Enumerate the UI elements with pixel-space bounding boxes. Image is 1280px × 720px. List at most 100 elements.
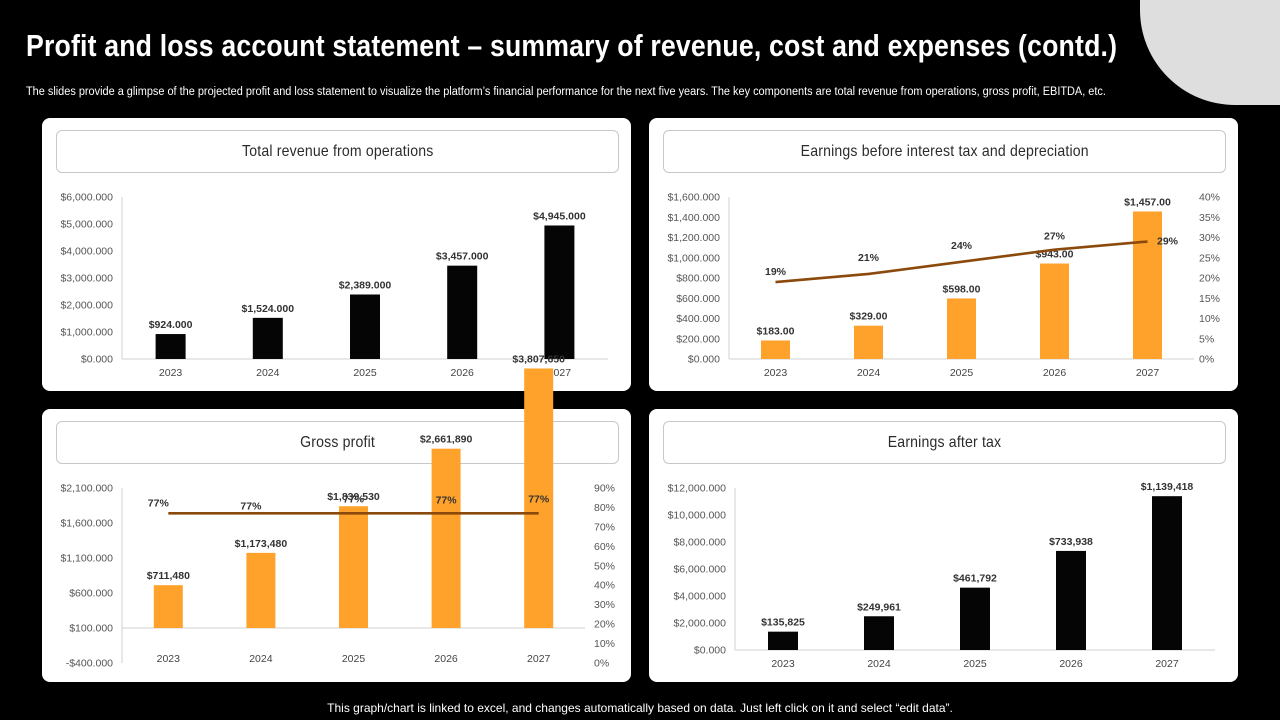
revenue-chart-panel[interactable]: Total revenue from operations $0.000 $1,0… bbox=[42, 118, 631, 391]
x-tick-label: 2026 bbox=[1043, 367, 1067, 379]
secondary-y-tick-label: 20% bbox=[594, 619, 615, 631]
ebitda-chart[interactable]: $0.000 $200.000 $400.000 $600.000 $800.000 $1… bbox=[649, 118, 1238, 391]
y-tick-label: $1,400.000 bbox=[667, 212, 720, 224]
bar-value-label: $1,457.00 bbox=[1124, 196, 1171, 208]
x-tick-label: 2025 bbox=[353, 367, 377, 379]
bar-value-label: $598.00 bbox=[943, 283, 981, 295]
x-tick-label: 2027 bbox=[548, 367, 572, 379]
line-value-label: 77% bbox=[436, 494, 458, 506]
bar-value-label: $943.00 bbox=[1036, 249, 1074, 261]
x-tick-label: 2026 bbox=[434, 653, 458, 665]
y-tick-label: $100.000 bbox=[69, 623, 113, 635]
page-subtitle: The slides provide a glimpse of the proj… bbox=[26, 86, 1106, 98]
gross-profit-chart[interactable]: -$400.000 $100.000 $600.000 $1,100.000 $1,60… bbox=[42, 353, 631, 682]
y-tick-label: $800.000 bbox=[676, 273, 720, 285]
bar bbox=[960, 587, 990, 650]
y-tick-label: $1,000.000 bbox=[60, 327, 113, 339]
y-tick-label: $2,100.000 bbox=[60, 483, 113, 495]
bar-value-label: $135,825 bbox=[761, 617, 805, 629]
y-tick-label: $2,000.000 bbox=[60, 300, 113, 312]
secondary-y-tick-label: 10% bbox=[1199, 313, 1220, 325]
x-tick-label: 2024 bbox=[256, 367, 280, 379]
y-tick-label: $4,000.000 bbox=[60, 246, 113, 258]
bar-value-label: $2,661,890 bbox=[420, 434, 473, 446]
bar bbox=[524, 368, 554, 628]
bar-value-label: $3,457.000 bbox=[436, 251, 489, 263]
secondary-y-tick-label: 10% bbox=[594, 638, 615, 650]
bar bbox=[1133, 211, 1162, 359]
line-value-label: 77% bbox=[148, 497, 170, 509]
x-tick-label: 2024 bbox=[249, 653, 273, 665]
bar-value-label: $461,792 bbox=[953, 573, 997, 585]
x-tick-label: 2025 bbox=[950, 367, 974, 379]
secondary-y-tick-label: 0% bbox=[1199, 354, 1214, 366]
line-value-label: 27% bbox=[1044, 231, 1066, 243]
bar-value-label: $711,480 bbox=[147, 570, 190, 582]
y-tick-label: $1,200.000 bbox=[667, 232, 720, 244]
y-tick-label: $10,000.000 bbox=[668, 510, 727, 522]
y-tick-label: $0.000 bbox=[81, 354, 113, 366]
bar-value-label: $733,938 bbox=[1049, 536, 1093, 548]
y-tick-label: $6,000.000 bbox=[673, 564, 726, 576]
x-tick-label: 2025 bbox=[342, 653, 366, 665]
x-tick-label: 2027 bbox=[527, 653, 551, 665]
line-value-label: 77% bbox=[343, 493, 365, 505]
x-tick-label: 2024 bbox=[857, 367, 881, 379]
y-tick-label: $600.000 bbox=[69, 588, 113, 600]
revenue-chart[interactable]: $0.000 $1,000.000 $2,000.000 $3,000.000 $4,0… bbox=[42, 118, 631, 391]
page-title: Profit and loss account statement – summ… bbox=[26, 28, 1118, 63]
y-tick-label: $1,000.000 bbox=[667, 252, 720, 264]
bar-value-label: $1,139,418 bbox=[1141, 481, 1194, 493]
bar bbox=[153, 585, 183, 628]
chart-title: Earnings before interest tax and depreci… bbox=[663, 130, 1226, 173]
bar-value-label: $249,961 bbox=[857, 601, 901, 613]
bar bbox=[947, 298, 976, 359]
y-tick-label: $400.000 bbox=[676, 313, 720, 325]
bar bbox=[431, 448, 461, 628]
secondary-y-tick-label: 35% bbox=[1199, 212, 1220, 224]
gross-profit-chart-panel[interactable]: Gross profit -$400.000 $100.000 $600.000 $1… bbox=[42, 353, 631, 682]
line-value-label: 21% bbox=[858, 252, 880, 264]
bar bbox=[864, 616, 894, 650]
bar-value-label: $183.00 bbox=[757, 325, 795, 337]
bar-value-label: $329.00 bbox=[850, 311, 888, 323]
y-tick-label: $1,600.000 bbox=[667, 192, 720, 204]
y-tick-label: $2,000.000 bbox=[673, 618, 726, 630]
y-tick-label: $4,000.000 bbox=[673, 591, 726, 603]
bar bbox=[350, 294, 380, 359]
y-tick-label: $8,000.000 bbox=[673, 537, 726, 549]
y-tick-label: $1,600.000 bbox=[60, 518, 113, 530]
x-tick-label: 2026 bbox=[1059, 658, 1083, 670]
secondary-y-tick-label: 5% bbox=[1199, 333, 1214, 345]
y-tick-label: $5,000.000 bbox=[60, 219, 113, 231]
secondary-y-tick-label: 70% bbox=[594, 521, 615, 533]
x-tick-label: 2024 bbox=[867, 658, 891, 670]
bar-value-label: $3,807,650 bbox=[512, 353, 565, 365]
line-value-label: 77% bbox=[528, 493, 550, 505]
y-tick-label: $0.000 bbox=[688, 354, 720, 366]
ebitda-chart-panel[interactable]: Earnings before interest tax and depreci… bbox=[649, 118, 1238, 391]
y-tick-label: $0.000 bbox=[694, 645, 726, 657]
y-tick-label: -$400.000 bbox=[66, 658, 113, 670]
bar bbox=[1040, 263, 1069, 359]
margin-line-series bbox=[775, 240, 1148, 284]
x-tick-label: 2026 bbox=[451, 367, 475, 379]
bar-value-label: $1,173,480 bbox=[235, 538, 288, 550]
line-value-label: 29% bbox=[1157, 236, 1179, 248]
chart-title: Total revenue from operations bbox=[56, 130, 619, 173]
x-tick-label: 2025 bbox=[963, 658, 987, 670]
eat-chart-panel[interactable]: Earnings after tax $0.000 $2,000.000 $4,00… bbox=[649, 409, 1238, 682]
eat-chart[interactable]: $0.000 $2,000.000 $4,000.000 $6,000.000 $8,0… bbox=[649, 409, 1238, 682]
bar bbox=[761, 340, 790, 359]
bar-value-label: $4,945.000 bbox=[533, 210, 586, 222]
secondary-y-tick-label: 40% bbox=[1199, 192, 1220, 204]
x-tick-label: 2023 bbox=[771, 658, 795, 670]
chart-title: Gross profit bbox=[56, 421, 619, 464]
secondary-y-tick-label: 50% bbox=[594, 560, 615, 572]
bar bbox=[854, 325, 883, 359]
bar-value-label: $1,524.000 bbox=[242, 303, 295, 315]
bar-value-label: $1,839,530 bbox=[327, 491, 380, 503]
line-value-label: 19% bbox=[765, 266, 787, 278]
y-tick-label: $200.000 bbox=[676, 333, 720, 345]
x-tick-label: 2023 bbox=[157, 653, 181, 665]
